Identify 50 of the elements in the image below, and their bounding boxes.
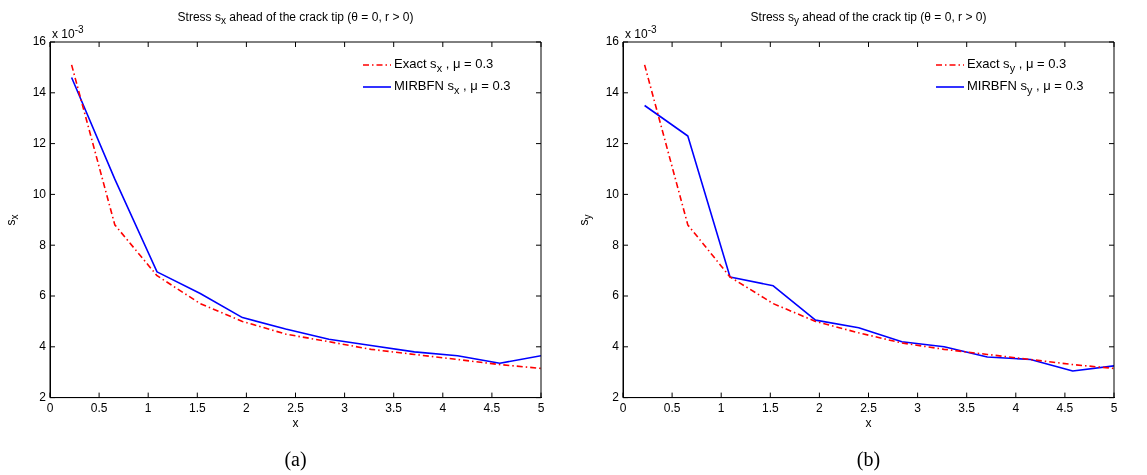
x-tick-label: 5 xyxy=(1110,401,1118,416)
x-tick-label: 4 xyxy=(1012,401,1020,416)
y-tick-label: 8 xyxy=(39,237,47,252)
x-tick-label: 4 xyxy=(439,401,447,416)
x-tick-label: 3 xyxy=(914,401,922,416)
text: x 10$^{-3}$ xyxy=(52,24,84,41)
x-axis-title: x xyxy=(292,415,299,430)
x-tick-label: 2.5 xyxy=(860,401,878,416)
x-tick-label: 3.5 xyxy=(958,401,976,416)
x-tick-label: 0.5 xyxy=(663,401,681,416)
y-tick-label: 4 xyxy=(39,339,47,354)
x-tick-label: 3 xyxy=(341,401,349,416)
y-tick-label: 10 xyxy=(605,186,620,201)
y-tick-label: 2 xyxy=(39,389,47,404)
x-tick-label: 1.5 xyxy=(188,401,206,416)
chart-title: Stress s$_{y}$ ahead of the crack tip (θ = 0, r > 0) xyxy=(750,10,987,27)
text: (a) xyxy=(284,447,307,471)
x-tick-label: 2.5 xyxy=(287,401,305,416)
x-tick-label: 3.5 xyxy=(385,401,403,416)
x-tick-label: 4.5 xyxy=(483,401,501,416)
y-tick-label: 8 xyxy=(612,237,620,252)
y-tick-label: 14 xyxy=(32,85,47,100)
text: (b) xyxy=(856,447,881,471)
y-tick-label: 6 xyxy=(39,288,47,303)
x-tick-label: 0 xyxy=(619,401,627,416)
legend-label: Exact s$_{y}$ , μ = 0.3 xyxy=(967,56,1067,74)
x-tick-label: 2 xyxy=(243,401,251,416)
legend-label: MIRBFN s$_{y}$ , μ = 0.3 xyxy=(967,78,1084,96)
y-tick-label: 6 xyxy=(612,288,620,303)
x-tick-label: 4.5 xyxy=(1056,401,1074,416)
y-tick-label: 10 xyxy=(32,186,47,201)
text: x 10$^{-3}$ xyxy=(625,24,657,41)
y-tick-label: 4 xyxy=(612,339,620,354)
x-tick-label: 2 xyxy=(816,401,824,416)
x-tick-label: 1.5 xyxy=(761,401,779,416)
y-tick-label: 12 xyxy=(32,135,47,150)
x-tick-label: 0.5 xyxy=(90,401,108,416)
legend-label: MIRBFN s$_{x}$ , μ = 0.3 xyxy=(394,78,511,96)
y-tick-label: 2 xyxy=(612,389,620,404)
y-tick-label: 16 xyxy=(605,34,620,49)
y-tick-label: 12 xyxy=(605,135,620,150)
x-tick-label: 5 xyxy=(537,401,545,416)
chart-title: Stress s$_{x}$ ahead of the crack tip (θ = 0, r > 0) xyxy=(177,10,414,27)
y-tick-label: 14 xyxy=(605,85,620,100)
x-tick-label: 1 xyxy=(717,401,725,416)
x-tick-label: 0 xyxy=(46,401,54,416)
y-tick-label: 16 xyxy=(32,34,47,49)
x-axis-title: x xyxy=(865,415,872,430)
x-tick-label: 1 xyxy=(144,401,152,416)
legend-label: Exact s$_{x}$ , μ = 0.3 xyxy=(394,56,494,74)
